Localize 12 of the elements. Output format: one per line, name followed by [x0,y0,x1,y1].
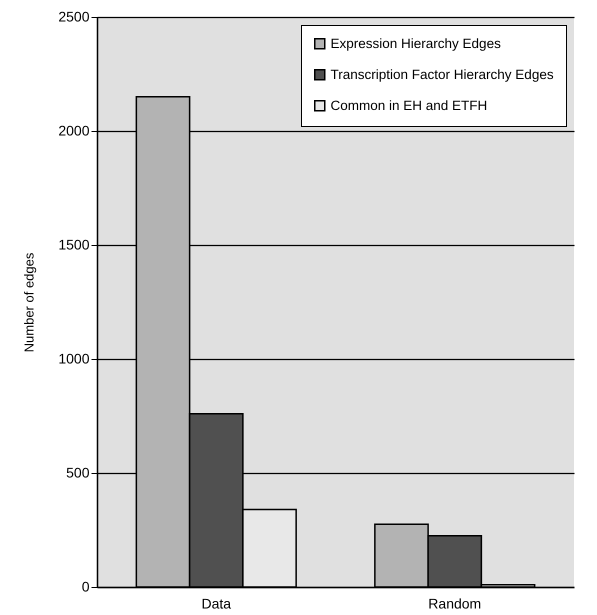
y-tick-label: 0 [82,578,90,594]
y-tick-label: 500 [66,464,90,480]
y-tick-label: 2000 [58,122,90,138]
legend-label: Transcription Factor Hierarchy Edges [330,66,554,82]
x-tick-label: Random [428,596,482,612]
legend-label: Common in EH and ETFH [330,98,488,113]
y-tick-label: 1500 [58,236,90,252]
y-axis-title: Number of edges [21,252,36,352]
x-tick-label: Data [201,596,232,612]
y-tick-label: 1000 [58,350,90,366]
y-tick-label: 2500 [58,8,90,24]
legend-label: Expression Hierarchy Edges [330,36,502,51]
